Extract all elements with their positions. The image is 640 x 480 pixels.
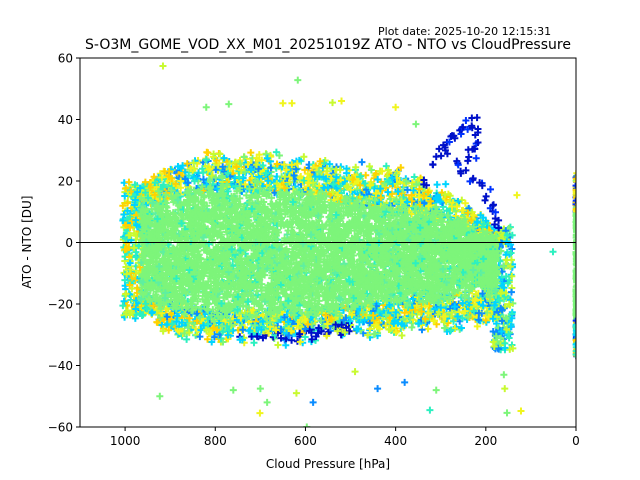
data-point <box>372 169 380 177</box>
data-point <box>443 327 451 335</box>
data-point <box>408 191 416 199</box>
chart-title: S-O3M_GOME_VOD_XX_M01_20251019Z ATO - NT… <box>85 37 571 53</box>
data-point <box>458 196 466 204</box>
data-point <box>272 148 280 156</box>
data-point <box>409 186 417 194</box>
data-point <box>410 173 418 181</box>
data-point <box>204 149 212 157</box>
data-point <box>398 331 406 339</box>
data-point <box>282 341 290 349</box>
data-point <box>274 341 282 349</box>
data-point <box>250 339 258 347</box>
data-point <box>217 334 225 342</box>
data-point <box>458 314 466 322</box>
data-point <box>424 325 432 333</box>
data-point <box>301 333 309 341</box>
data-point <box>219 338 227 346</box>
scatter-points <box>119 62 576 427</box>
data-point <box>433 181 441 189</box>
data-point <box>408 323 416 331</box>
data-point <box>408 182 416 190</box>
data-point <box>183 335 191 343</box>
data-point <box>441 324 449 332</box>
plot-date: Plot date: 2025-10-20 12:15:31 <box>378 25 551 38</box>
data-point <box>358 158 366 166</box>
data-point <box>367 166 375 174</box>
data-point <box>377 178 385 186</box>
data-point <box>442 180 450 188</box>
